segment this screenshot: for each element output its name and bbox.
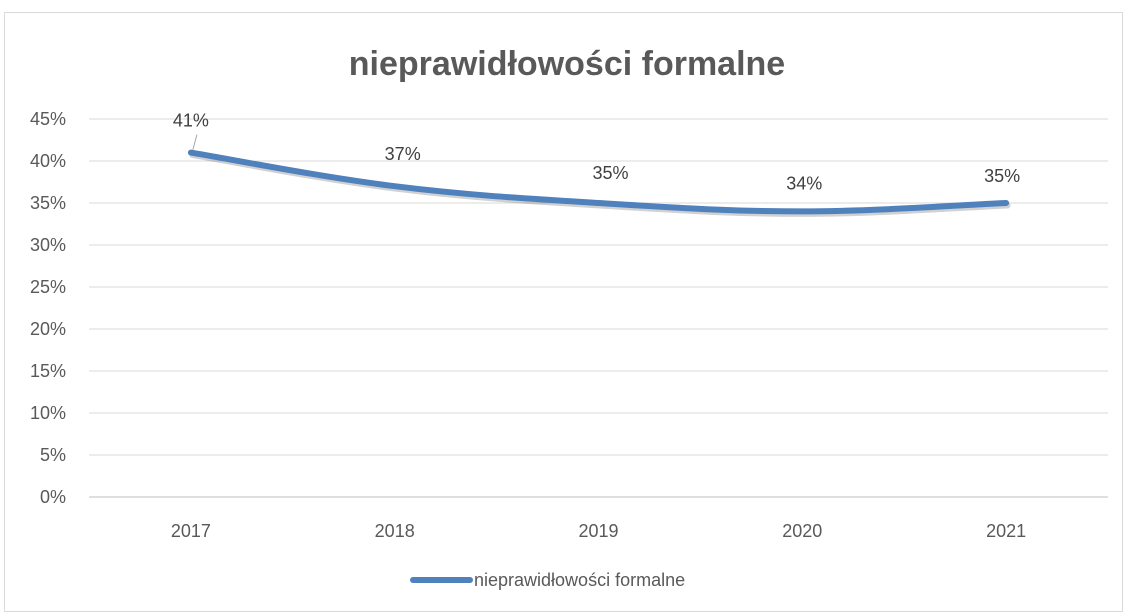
series-line xyxy=(187,149,1010,215)
data-label-leader xyxy=(192,134,198,150)
x-tick-label: 2021 xyxy=(986,521,1026,541)
chart-frame xyxy=(4,12,1123,612)
y-tick-label: 15% xyxy=(30,361,66,381)
y-tick-label: 20% xyxy=(30,319,66,339)
legend-label: nieprawidłowości formalne xyxy=(474,570,685,590)
y-axis: 0% 5% 10% 15% 20% 25% 30% 35% 40% 45% xyxy=(30,109,66,507)
legend: nieprawidłowości formalne xyxy=(410,570,685,590)
x-tick-label: 2017 xyxy=(171,521,211,541)
y-tick-label: 35% xyxy=(30,193,66,213)
x-tick-label: 2020 xyxy=(782,521,822,541)
x-tick-label: 2019 xyxy=(578,521,618,541)
y-tick-label: 0% xyxy=(40,487,66,507)
data-labels: 41% 37% 35% 34% 35% xyxy=(173,111,1020,194)
x-axis: 2017 2018 2019 2020 2021 xyxy=(171,521,1026,541)
data-label: 41% xyxy=(173,111,209,131)
y-tick-label: 25% xyxy=(30,277,66,297)
y-tick-label: 40% xyxy=(30,151,66,171)
y-tick-label: 5% xyxy=(40,445,66,465)
x-tick-label: 2018 xyxy=(375,521,415,541)
gridlines xyxy=(89,118,1108,498)
data-label: 35% xyxy=(592,163,628,183)
data-label: 37% xyxy=(385,144,421,164)
data-label: 34% xyxy=(786,173,822,193)
data-label: 35% xyxy=(984,166,1020,186)
y-tick-label: 45% xyxy=(30,109,66,129)
series-group xyxy=(187,149,1011,217)
chart-title: nieprawidłowości formalne xyxy=(349,45,785,83)
y-tick-label: 10% xyxy=(30,403,66,423)
y-tick-label: 30% xyxy=(30,235,66,255)
